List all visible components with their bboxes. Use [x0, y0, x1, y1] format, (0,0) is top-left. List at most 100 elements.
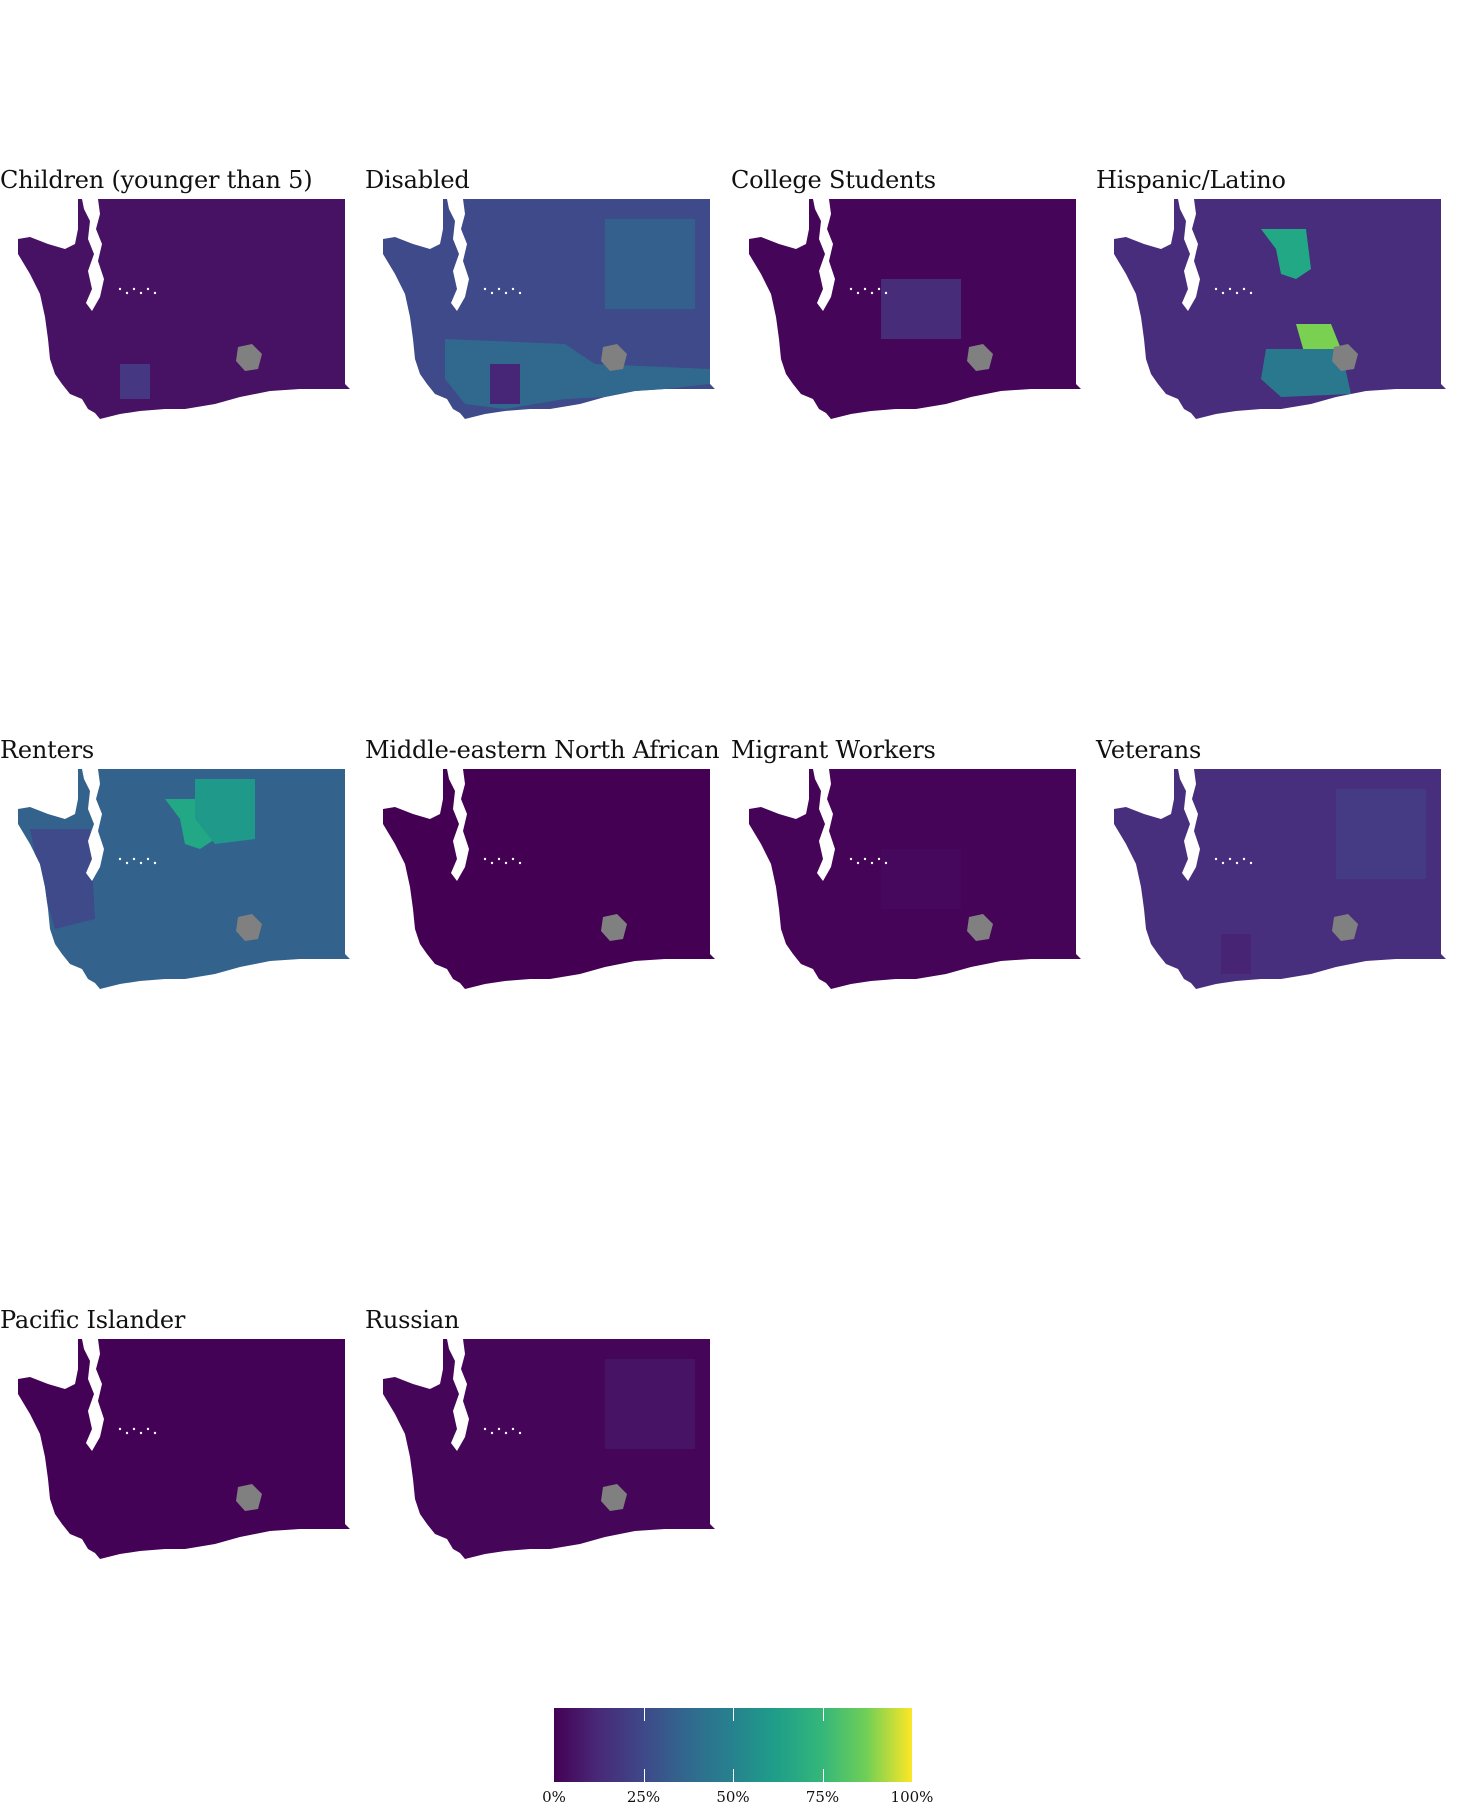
- island-dot: [483, 1427, 487, 1431]
- panel-title: Russian: [365, 1306, 460, 1334]
- no-data-region: [967, 914, 993, 941]
- panel-title: Migrant Workers: [731, 736, 936, 764]
- region-patch: [1261, 229, 1311, 279]
- puget-sound: [1178, 769, 1200, 881]
- island-dot: [511, 857, 515, 861]
- state-fill: [383, 769, 715, 989]
- legend-tick-mark: [643, 1708, 645, 1721]
- no-data-region: [236, 344, 262, 371]
- island-dot: [125, 291, 129, 295]
- region-patch: [490, 364, 520, 404]
- region-patch: [30, 829, 95, 929]
- state-fill: [1114, 199, 1446, 419]
- island-dot: [877, 857, 881, 861]
- island-dot: [139, 1431, 143, 1435]
- island-dot: [1242, 287, 1246, 291]
- island-dot: [884, 291, 888, 295]
- island-dot: [118, 1427, 122, 1431]
- legend-tick-label: 75%: [805, 1788, 840, 1806]
- island-dot: [497, 287, 501, 291]
- panel-title: Children (younger than 5): [0, 166, 313, 194]
- no-data-region: [1332, 914, 1358, 941]
- puget-sound: [1178, 199, 1200, 311]
- legend-tick-label: 100%: [890, 1788, 934, 1806]
- island-dot: [153, 1431, 157, 1435]
- panel-title: Veterans: [1096, 736, 1202, 764]
- legend-tick-label: 25%: [626, 1788, 661, 1806]
- island-dot: [490, 291, 494, 295]
- island-dot: [1242, 857, 1246, 861]
- state-fill: [18, 199, 350, 419]
- region-patch: [1261, 349, 1351, 397]
- island-dot: [849, 287, 853, 291]
- no-data-region: [601, 1484, 627, 1511]
- island-dot: [132, 857, 136, 861]
- island-dot: [863, 857, 867, 861]
- island-dot: [518, 1431, 522, 1435]
- island-dot: [518, 861, 522, 865]
- island-dot: [483, 857, 487, 861]
- island-dot: [856, 291, 860, 295]
- map-panel: Russian: [365, 1305, 725, 1585]
- no-data-region: [601, 344, 627, 371]
- island-dot: [1214, 857, 1218, 861]
- island-dot: [1235, 291, 1239, 295]
- island-dot: [1249, 861, 1253, 865]
- washington-map: [1114, 769, 1446, 989]
- legend-tick-mark: [733, 1769, 734, 1782]
- island-dot: [132, 1427, 136, 1431]
- island-dot: [518, 291, 522, 295]
- island-dot: [1249, 291, 1253, 295]
- panel-title: Renters: [0, 736, 94, 764]
- island-dot: [146, 857, 150, 861]
- puget-sound: [447, 769, 469, 881]
- region-patch: [1221, 934, 1251, 974]
- region-patch: [120, 364, 150, 399]
- region-patch: [881, 849, 961, 909]
- island-dot: [125, 1431, 129, 1435]
- island-dot: [1228, 857, 1232, 861]
- island-dot: [511, 287, 515, 291]
- island-dot: [849, 857, 853, 861]
- puget-sound: [82, 769, 104, 881]
- island-dot: [139, 291, 143, 295]
- washington-map: [383, 769, 715, 989]
- legend-tick-label: 50%: [716, 1788, 750, 1806]
- washington-map: [18, 199, 350, 419]
- panel-title: Disabled: [365, 166, 470, 194]
- island-dot: [497, 857, 501, 861]
- island-dot: [490, 1431, 494, 1435]
- panel-title: Pacific Islander: [0, 1306, 186, 1334]
- washington-map: [749, 769, 1081, 989]
- island-dot: [504, 291, 508, 295]
- island-dot: [132, 287, 136, 291]
- state-fill: [18, 769, 350, 989]
- island-dot: [504, 1431, 508, 1435]
- no-data-region: [1332, 344, 1358, 371]
- region-patch: [605, 1359, 695, 1449]
- legend-tick-mark: [643, 1769, 645, 1782]
- map-panel: Hispanic/Latino: [1096, 165, 1456, 445]
- island-dot: [490, 861, 494, 865]
- no-data-region: [236, 1484, 262, 1511]
- washington-map: [383, 199, 715, 419]
- map-panel: Children (younger than 5): [0, 165, 360, 445]
- no-data-region: [236, 914, 262, 941]
- puget-sound: [447, 1339, 469, 1451]
- region-patch: [881, 279, 961, 339]
- island-dot: [884, 861, 888, 865]
- state-fill: [18, 1339, 350, 1559]
- island-dot: [146, 1427, 150, 1431]
- island-dot: [1235, 861, 1239, 865]
- map-panel: College Students: [731, 165, 1091, 445]
- panel-title: College Students: [731, 166, 936, 194]
- panel-title: Hispanic/Latino: [1096, 166, 1286, 194]
- legend-tick-mark: [733, 1708, 734, 1721]
- region-patch: [1336, 789, 1426, 879]
- region-patch: [605, 219, 695, 309]
- region-patch: [195, 779, 255, 844]
- washington-map: [18, 1339, 350, 1559]
- map-panel: Pacific Islander: [0, 1305, 360, 1585]
- legend-tick-mark: [822, 1708, 824, 1721]
- island-dot: [139, 861, 143, 865]
